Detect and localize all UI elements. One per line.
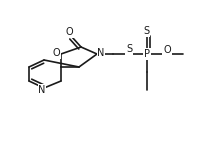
Text: S: S [143,26,149,36]
Text: S: S [126,44,132,54]
Text: N: N [97,48,105,58]
Text: P: P [144,49,150,59]
Text: N: N [38,85,46,95]
Text: O: O [52,48,60,58]
Text: O: O [65,27,73,37]
Text: O: O [163,45,171,55]
